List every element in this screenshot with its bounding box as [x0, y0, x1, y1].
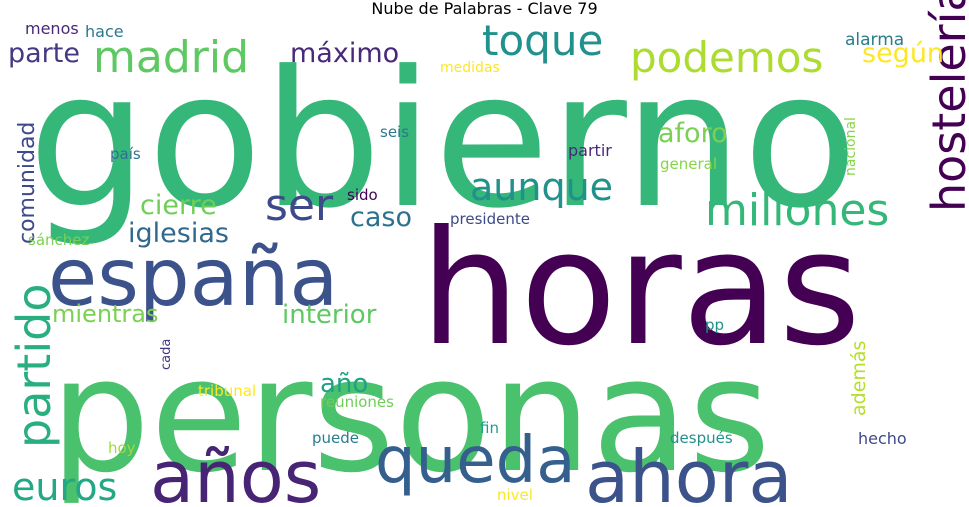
word-45: puede: [312, 429, 359, 447]
word-37: sido: [347, 186, 378, 204]
word-19: aforo: [658, 118, 728, 149]
word-47: después: [670, 429, 733, 447]
word-40: pp: [705, 316, 724, 334]
word-42: tribunal: [198, 382, 256, 400]
word-20: cierre: [140, 190, 217, 221]
word-15: euros: [12, 465, 117, 507]
word-31: medidas: [440, 60, 500, 76]
word-16: máximo: [290, 38, 399, 69]
word-38: presidente: [450, 210, 530, 228]
word-7: madrid: [93, 32, 249, 83]
word-0: gobierno: [28, 31, 858, 250]
word-34: general: [660, 155, 717, 173]
word-23: comunidad: [15, 122, 40, 244]
word-1: horas: [420, 197, 861, 381]
word-5: ahora: [585, 435, 793, 507]
word-24: interior: [282, 300, 377, 330]
word-22: caso: [350, 202, 412, 233]
word-14: partido: [7, 284, 61, 448]
word-21: iglesias: [128, 218, 229, 249]
word-49: nivel: [497, 486, 533, 504]
word-39: sánchez: [28, 231, 89, 249]
word-9: toque: [482, 16, 603, 65]
word-25: mientras: [52, 300, 159, 328]
word-36: nacional: [843, 117, 859, 176]
word-13: hostelería: [922, 0, 969, 212]
word-46: fin: [480, 419, 499, 437]
word-43: reuniones: [320, 393, 394, 411]
word-27: además: [848, 341, 870, 416]
word-10: millones: [705, 185, 889, 236]
word-18: según: [862, 38, 944, 69]
word-44: hoy: [108, 439, 136, 457]
word-8: podemos: [630, 33, 823, 82]
word-2: personas: [50, 324, 771, 507]
word-33: partir: [568, 141, 612, 160]
chart-title: Nube de Palabras - Clave 79: [371, 0, 598, 18]
word-32: seis: [380, 123, 409, 141]
word-3: españa: [48, 231, 338, 324]
word-17: parte: [8, 38, 80, 69]
word-12: ser: [265, 180, 334, 231]
word-4: años: [150, 435, 321, 507]
word-29: menos: [25, 19, 79, 38]
word-11: aunque: [470, 165, 613, 209]
word-48: hecho: [858, 429, 907, 448]
word-28: alarma: [845, 30, 904, 50]
word-35: país: [110, 145, 141, 163]
word-26: año: [320, 369, 368, 399]
word-41: cada: [159, 339, 174, 370]
word-6: queda: [375, 424, 575, 498]
word-30: hace: [85, 22, 124, 41]
